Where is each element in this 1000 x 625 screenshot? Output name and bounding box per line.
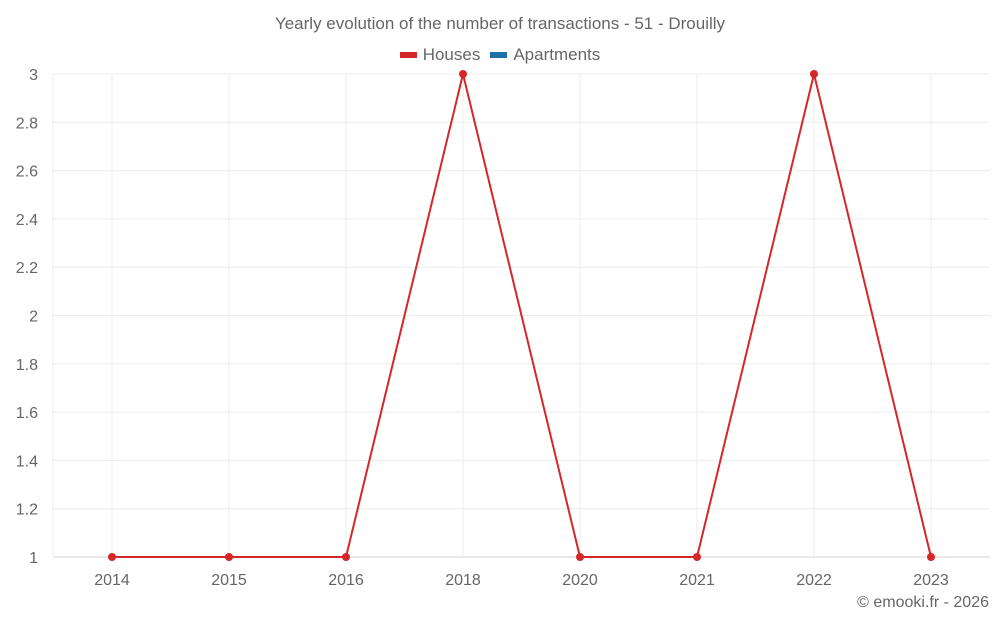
- legend-item-houses[interactable]: Houses: [399, 45, 481, 65]
- houses-swatch-icon: [399, 52, 417, 58]
- data-point[interactable]: [576, 553, 584, 561]
- y-tick-label: 2.8: [16, 115, 38, 132]
- series-houses: [108, 70, 935, 561]
- data-point[interactable]: [927, 553, 935, 561]
- data-point[interactable]: [459, 70, 467, 78]
- x-axis-labels: 2014 2015 2016 2018 2020 2021 2022 2023: [94, 572, 949, 589]
- x-tick-label: 2021: [679, 572, 715, 589]
- y-tick-label: 1.6: [16, 405, 38, 422]
- data-point[interactable]: [810, 70, 818, 78]
- y-tick-label: 2.2: [16, 260, 38, 277]
- y-tick-label: 2: [29, 309, 38, 326]
- y-tick-label: 1.4: [16, 453, 38, 470]
- x-tick-label: 2020: [562, 572, 598, 589]
- chart-title: Yearly evolution of the number of transa…: [274, 14, 726, 33]
- x-tick-label: 2016: [328, 572, 364, 589]
- data-point[interactable]: [108, 553, 116, 561]
- x-tick-label: 2015: [211, 572, 247, 589]
- legend-item-apartments[interactable]: Apartments: [490, 45, 600, 65]
- y-tick-label: 2.6: [16, 164, 38, 181]
- legend-label-apartments: Apartments: [513, 45, 601, 64]
- data-point[interactable]: [342, 553, 350, 561]
- x-tick-label: 2018: [445, 572, 481, 589]
- x-tick-label: 2023: [913, 572, 949, 589]
- y-tick-label: 1.8: [16, 357, 38, 374]
- y-tick-label: 3: [29, 67, 38, 84]
- data-point[interactable]: [693, 553, 701, 561]
- y-axis-labels: 1 1.2 1.4 1.6 1.8 2 2.2 2.4 2.6 2.8 3: [16, 67, 38, 567]
- apartments-swatch-icon: [490, 52, 508, 58]
- x-tick-label: 2022: [796, 572, 832, 589]
- legend: Houses Apartments: [0, 45, 1000, 65]
- y-tick-label: 1: [29, 550, 38, 567]
- data-point[interactable]: [225, 553, 233, 561]
- x-tick-label: 2014: [94, 572, 130, 589]
- legend-label-houses: Houses: [422, 45, 481, 64]
- credit-text: © emooki.fr - 2026: [857, 594, 989, 611]
- y-tick-label: 2.4: [16, 212, 38, 229]
- y-tick-label: 1.2: [16, 502, 38, 519]
